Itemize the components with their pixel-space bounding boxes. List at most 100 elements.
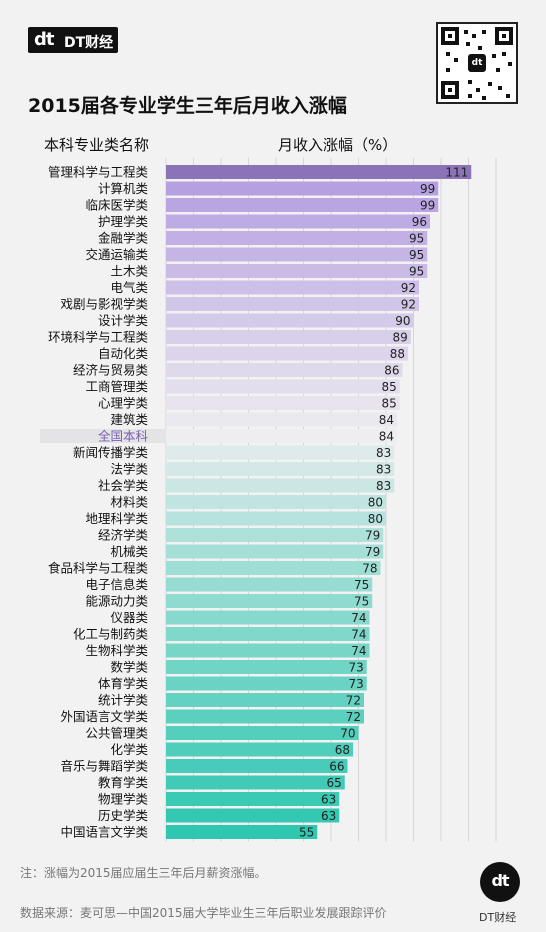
bar [166,511,386,526]
bar [166,181,439,196]
value-label: 88 [390,347,405,361]
value-label: 75 [354,595,369,609]
category-label: 历史学类 [98,808,149,823]
qr-finder [495,27,513,45]
bar [166,544,384,559]
value-label: 74 [351,628,366,642]
value-label: 72 [346,694,361,708]
category-label: 护理学类 [98,214,149,229]
value-label: 78 [362,562,377,576]
bar [166,198,439,212]
highlight-band [40,429,166,443]
value-column-header: 月收入涨幅（%） [278,136,398,154]
chart-title: 2015届各专业学生三年后月收入涨幅 [28,95,347,117]
category-label: 外国语言文学类 [60,709,148,724]
value-label: 83 [376,479,391,493]
bar [166,445,395,460]
bar [166,561,381,575]
footnote: 注：涨幅为2015届应届生三年后月薪资涨幅。 [20,866,267,880]
qr-center-logo: dt [468,54,486,72]
bar [166,165,472,179]
bar [166,462,395,476]
value-label: 70 [340,727,355,741]
value-label: 80 [368,496,383,510]
category-label: 自动化类 [98,346,149,361]
category-label: 化学类 [110,742,148,757]
bar [166,693,364,707]
category-label: 中国语言文学类 [60,825,148,840]
category-label: 体育学类 [98,676,149,691]
value-label: 73 [348,661,363,675]
category-label: 建筑类 [110,412,148,427]
bar [166,610,370,625]
value-label: 85 [381,397,396,411]
bar [166,792,340,806]
bar [166,264,428,278]
bar [166,808,340,823]
category-label: 经济学类 [98,528,149,543]
value-label: 111 [445,166,468,180]
bar [166,495,386,509]
category-label: 化工与制药类 [73,627,149,642]
bar [166,660,367,674]
value-label: 95 [409,265,424,279]
value-label: 79 [365,529,380,543]
value-label: 72 [346,710,361,724]
value-label: 92 [401,298,416,312]
bar [166,825,318,839]
category-label: 工商管理类 [85,379,148,394]
logo-text: DT财经 [479,911,517,924]
value-label: 84 [379,430,394,444]
bar [166,396,400,410]
bar [166,429,397,443]
value-label: 95 [409,248,424,262]
category-label: 物理学类 [98,792,149,807]
category-label: 交通运输类 [85,247,148,262]
bar [166,759,348,773]
bar [166,379,400,394]
bar [166,676,367,691]
bar [166,280,419,295]
category-label: 生物科学类 [85,643,148,658]
category-label: 设计学类 [98,313,149,328]
value-label: 90 [395,314,410,328]
value-label: 83 [376,446,391,460]
category-label: 土木类 [110,264,148,279]
value-label: 55 [299,826,314,840]
category-label: 地理科学类 [85,511,148,526]
bar [166,412,397,427]
bar [166,643,370,658]
category-label: 公共管理类 [85,726,148,741]
category-label: 全国本科 [98,429,149,444]
value-label: 79 [365,545,380,559]
category-label: 计算机类 [98,181,149,196]
brand-mark: dt [34,29,54,50]
category-label: 食品科学与工程类 [48,561,149,576]
value-label: 86 [384,364,399,378]
qr-finder [441,27,459,45]
value-label: 85 [381,380,396,394]
value-label: 63 [321,793,336,807]
category-label: 环境科学与工程类 [48,330,149,345]
bar [166,346,408,361]
category-label: 数学类 [110,660,148,675]
bar-chart: 管理科学与工程类 111 计算机类 99 临床医学类 99 护理学类 96 金融学类 95 交通运输… [40,158,497,842]
category-label: 法学类 [110,462,148,477]
category-label: 管理科学与工程类 [48,165,149,180]
value-label: 68 [335,743,350,757]
category-label: 教育学类 [98,775,149,790]
category-label: 仪器类 [110,610,148,625]
bar [166,231,428,245]
qr-finder [441,81,459,99]
value-label: 66 [329,760,344,774]
bar [166,577,373,592]
brand-logo: dt DT财经 [28,27,118,53]
value-label: 63 [321,809,336,823]
brand-name: DT财经 [64,35,114,51]
value-label: 84 [379,413,394,427]
bar [166,247,428,262]
bar [166,726,359,740]
category-label: 电子信息类 [85,577,148,592]
bar [166,478,395,493]
